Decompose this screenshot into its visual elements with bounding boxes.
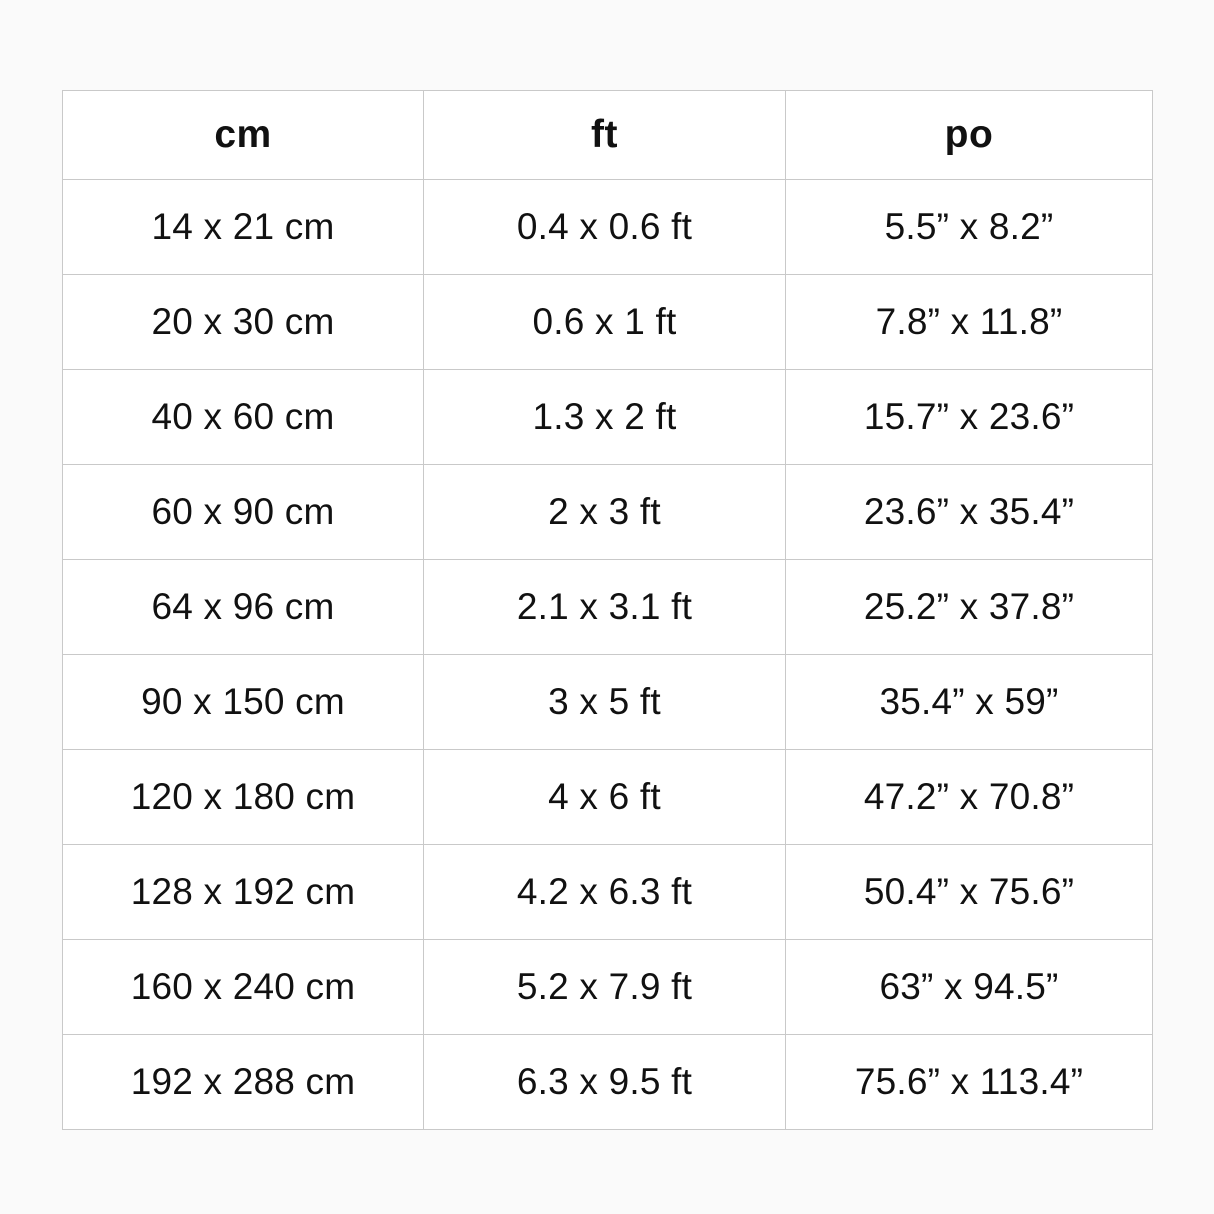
column-header-ft: ft: [423, 90, 786, 180]
cell-po: 25.2” x 37.8”: [785, 559, 1153, 655]
cell-ft: 0.6 x 1 ft: [423, 274, 786, 370]
size-conversion-table-container: cm ft po 14 x 21 cm 0.4 x 0.6 ft 5.5” x …: [62, 90, 1153, 1130]
table-header: cm ft po: [62, 90, 1153, 180]
cell-po: 35.4” x 59”: [785, 654, 1153, 750]
cell-cm: 20 x 30 cm: [62, 274, 424, 370]
column-header-cm: cm: [62, 90, 424, 180]
cell-cm: 40 x 60 cm: [62, 369, 424, 465]
cell-cm: 160 x 240 cm: [62, 939, 424, 1035]
table-row: 64 x 96 cm 2.1 x 3.1 ft 25.2” x 37.8”: [62, 559, 1153, 655]
table-row: 90 x 150 cm 3 x 5 ft 35.4” x 59”: [62, 654, 1153, 750]
cell-cm: 128 x 192 cm: [62, 844, 424, 940]
cell-ft: 4.2 x 6.3 ft: [423, 844, 786, 940]
cell-cm: 14 x 21 cm: [62, 179, 424, 275]
cell-ft: 4 x 6 ft: [423, 749, 786, 845]
cell-cm: 120 x 180 cm: [62, 749, 424, 845]
cell-cm: 192 x 288 cm: [62, 1034, 424, 1130]
cell-po: 50.4” x 75.6”: [785, 844, 1153, 940]
cell-po: 75.6” x 113.4”: [785, 1034, 1153, 1130]
table-row: 120 x 180 cm 4 x 6 ft 47.2” x 70.8”: [62, 749, 1153, 845]
cell-po: 47.2” x 70.8”: [785, 749, 1153, 845]
cell-ft: 2 x 3 ft: [423, 464, 786, 560]
cell-ft: 0.4 x 0.6 ft: [423, 179, 786, 275]
table-row: 160 x 240 cm 5.2 x 7.9 ft 63” x 94.5”: [62, 939, 1153, 1035]
table-body: 14 x 21 cm 0.4 x 0.6 ft 5.5” x 8.2” 20 x…: [62, 179, 1153, 1130]
cell-po: 63” x 94.5”: [785, 939, 1153, 1035]
cell-cm: 90 x 150 cm: [62, 654, 424, 750]
cell-cm: 60 x 90 cm: [62, 464, 424, 560]
table-row: 192 x 288 cm 6.3 x 9.5 ft 75.6” x 113.4”: [62, 1034, 1153, 1130]
table-row: 60 x 90 cm 2 x 3 ft 23.6” x 35.4”: [62, 464, 1153, 560]
cell-po: 5.5” x 8.2”: [785, 179, 1153, 275]
table-row: 128 x 192 cm 4.2 x 6.3 ft 50.4” x 75.6”: [62, 844, 1153, 940]
size-conversion-table: cm ft po 14 x 21 cm 0.4 x 0.6 ft 5.5” x …: [62, 90, 1153, 1130]
cell-ft: 1.3 x 2 ft: [423, 369, 786, 465]
table-row: 20 x 30 cm 0.6 x 1 ft 7.8” x 11.8”: [62, 274, 1153, 370]
cell-po: 15.7” x 23.6”: [785, 369, 1153, 465]
table-row: 14 x 21 cm 0.4 x 0.6 ft 5.5” x 8.2”: [62, 179, 1153, 275]
cell-po: 7.8” x 11.8”: [785, 274, 1153, 370]
column-header-po: po: [785, 90, 1153, 180]
table-header-row: cm ft po: [62, 90, 1153, 180]
cell-ft: 3 x 5 ft: [423, 654, 786, 750]
table-row: 40 x 60 cm 1.3 x 2 ft 15.7” x 23.6”: [62, 369, 1153, 465]
cell-cm: 64 x 96 cm: [62, 559, 424, 655]
cell-ft: 2.1 x 3.1 ft: [423, 559, 786, 655]
cell-ft: 6.3 x 9.5 ft: [423, 1034, 786, 1130]
cell-po: 23.6” x 35.4”: [785, 464, 1153, 560]
cell-ft: 5.2 x 7.9 ft: [423, 939, 786, 1035]
